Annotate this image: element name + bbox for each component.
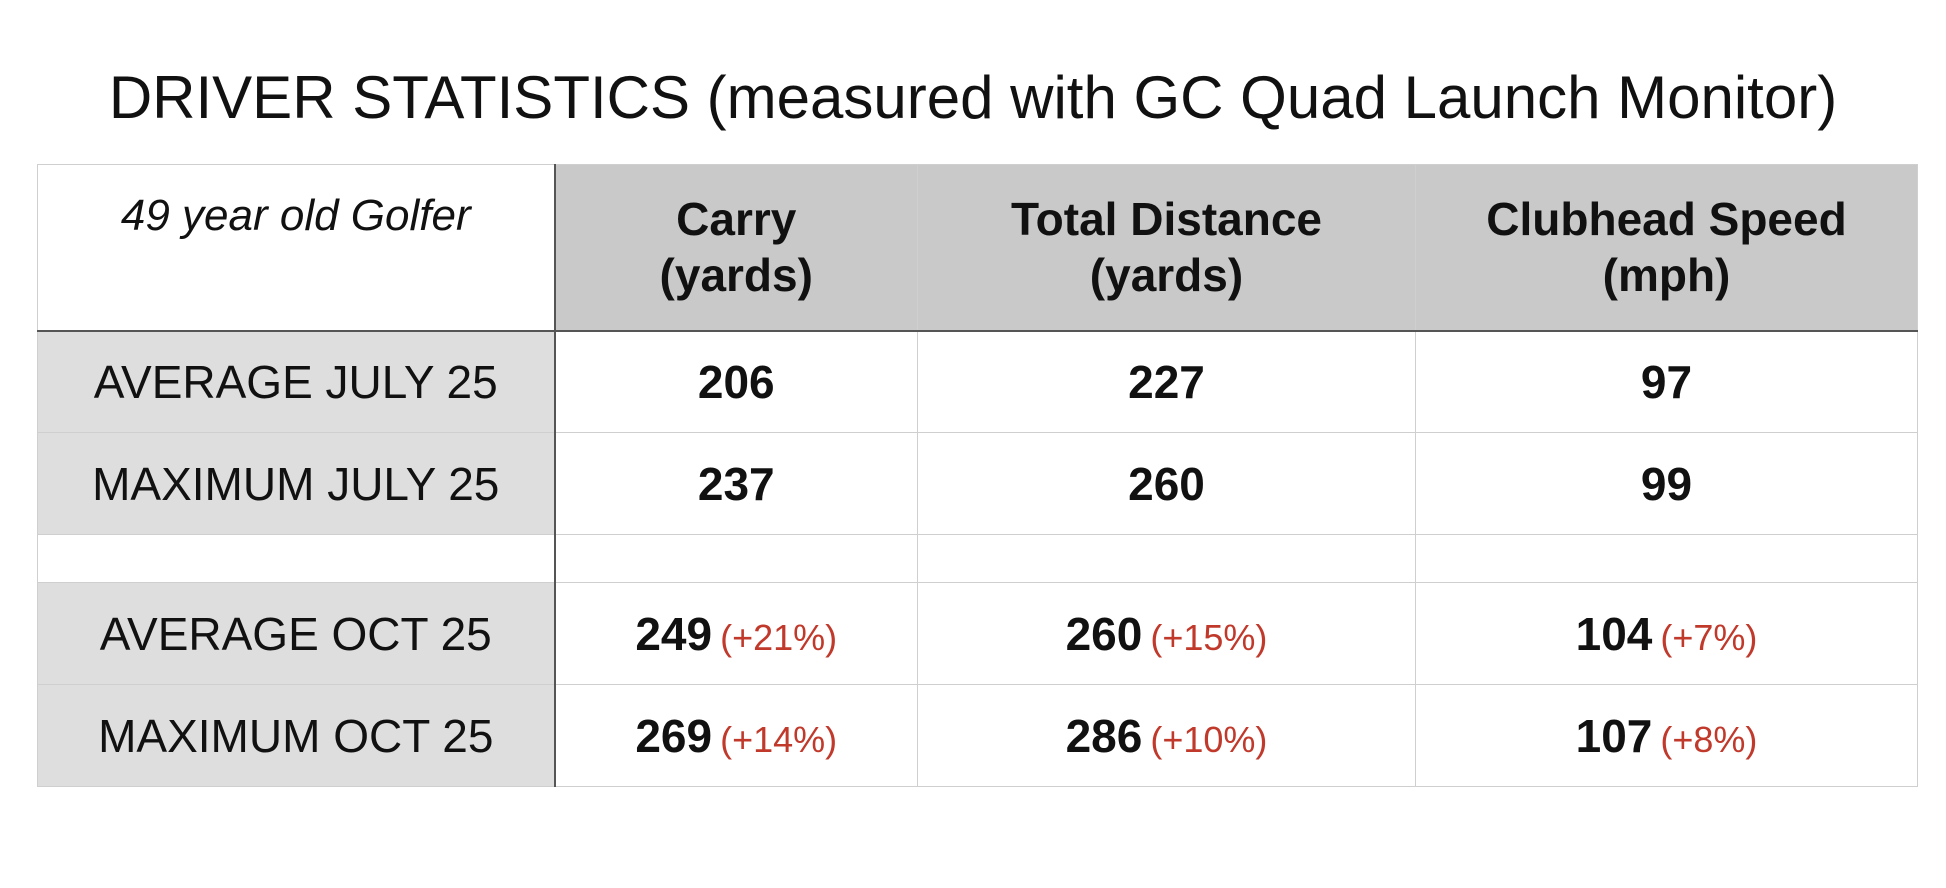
value: 286 bbox=[1065, 709, 1143, 762]
row-label-average-oct: AVERAGE OCT 25 bbox=[37, 582, 556, 685]
column-header-clubhead-speed: Clubhead Speed (mph) bbox=[1415, 164, 1918, 332]
table-row: AVERAGE JULY 25 206 227 97 bbox=[37, 330, 1918, 433]
value: 97 bbox=[1640, 355, 1693, 408]
value: 269 bbox=[635, 709, 713, 762]
header-clubhead-speed-unit: (mph) bbox=[1602, 249, 1731, 302]
golfer-age-label: 49 year old Golfer bbox=[37, 164, 556, 332]
value: 107 bbox=[1575, 709, 1653, 762]
header-carry-unit: (yards) bbox=[659, 249, 813, 302]
page-title: DRIVER STATISTICS (measured with GC Quad… bbox=[108, 64, 1838, 131]
cell-average-july-total-distance: 227 bbox=[917, 330, 1416, 433]
cell-maximum-july-total-distance: 260 bbox=[917, 432, 1416, 535]
cell-average-oct-carry: 249 (+21%) bbox=[554, 582, 918, 685]
spacer-row bbox=[37, 534, 1918, 583]
table-row: MAXIMUM JULY 25 237 260 99 bbox=[37, 432, 1918, 535]
cell-average-oct-total-distance: 260 (+15%) bbox=[917, 582, 1416, 685]
percent-change: (+8%) bbox=[1660, 718, 1758, 760]
cell-average-july-carry: 206 bbox=[554, 330, 918, 433]
header-total-distance-title: Total Distance bbox=[1011, 193, 1322, 246]
cell-average-july-clubhead-speed: 97 bbox=[1415, 330, 1918, 433]
spacer-cell bbox=[554, 534, 918, 583]
spacer-cell bbox=[37, 534, 556, 583]
driver-statistics-table: 49 year old Golfer Carry (yards) Total D… bbox=[37, 164, 1918, 787]
cell-maximum-oct-total-distance: 286 (+10%) bbox=[917, 684, 1416, 787]
value: 249 bbox=[635, 607, 713, 660]
cell-maximum-oct-clubhead-speed: 107 (+8%) bbox=[1415, 684, 1918, 787]
row-label-maximum-july: MAXIMUM JULY 25 bbox=[37, 432, 556, 535]
row-label-maximum-oct: MAXIMUM OCT 25 bbox=[37, 684, 556, 787]
percent-change: (+7%) bbox=[1660, 616, 1758, 658]
value: 237 bbox=[697, 457, 775, 510]
value: 104 bbox=[1575, 607, 1653, 660]
column-header-carry: Carry (yards) bbox=[554, 164, 918, 332]
header-carry-title: Carry bbox=[676, 193, 797, 246]
spacer-cell bbox=[917, 534, 1416, 583]
percent-change: (+21%) bbox=[720, 616, 838, 658]
table-header-row: 49 year old Golfer Carry (yards) Total D… bbox=[37, 164, 1918, 332]
percent-change: (+14%) bbox=[720, 718, 838, 760]
header-clubhead-speed-title: Clubhead Speed bbox=[1486, 193, 1847, 246]
percent-change: (+15%) bbox=[1150, 616, 1268, 658]
table-row: AVERAGE OCT 25 249 (+21%) 260 (+15%) 104 (+… bbox=[37, 582, 1918, 685]
value: 260 bbox=[1128, 457, 1205, 510]
cell-maximum-oct-carry: 269 (+14%) bbox=[554, 684, 918, 787]
cell-average-oct-clubhead-speed: 104 (+7%) bbox=[1415, 582, 1918, 685]
value: 227 bbox=[1128, 355, 1205, 408]
header-total-distance-unit: (yards) bbox=[1089, 249, 1244, 302]
cell-maximum-july-clubhead-speed: 99 bbox=[1415, 432, 1918, 535]
percent-change: (+10%) bbox=[1150, 718, 1268, 760]
value: 99 bbox=[1640, 457, 1693, 510]
row-label-average-july: AVERAGE JULY 25 bbox=[37, 330, 556, 433]
table-row: MAXIMUM OCT 25 269 (+14%) 286 (+10%) 107 (+… bbox=[37, 684, 1918, 787]
cell-maximum-july-carry: 237 bbox=[554, 432, 918, 535]
value: 260 bbox=[1065, 607, 1143, 660]
spacer-cell bbox=[1415, 534, 1918, 583]
value: 206 bbox=[697, 355, 775, 408]
column-header-total-distance: Total Distance (yards) bbox=[917, 164, 1416, 332]
